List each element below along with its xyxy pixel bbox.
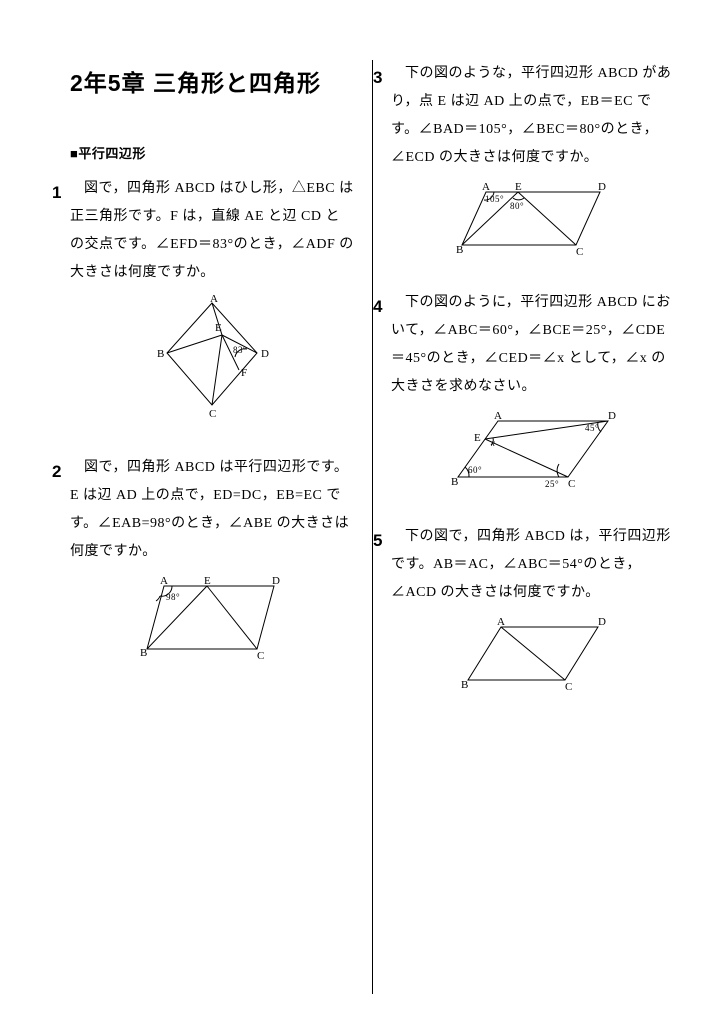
- label-A: A: [494, 410, 502, 422]
- page-title: 2年5章 三角形と四角形: [70, 60, 354, 106]
- problem-number: 2: [52, 455, 62, 489]
- angle-98: 98°: [166, 592, 180, 602]
- figure-3: A B C D E 105° 80°: [391, 180, 675, 271]
- label-E: E: [215, 322, 222, 334]
- label-B: B: [140, 647, 148, 659]
- label-A: A: [160, 575, 168, 587]
- figure-5: A B C D: [391, 615, 675, 706]
- label-C: C: [576, 246, 584, 258]
- angle-83: 83°: [233, 345, 247, 355]
- angle-60: 60°: [468, 465, 482, 475]
- label-D: D: [598, 181, 606, 193]
- angle-25: 25°: [545, 479, 559, 489]
- problem-text: 図で，四角形 ABCD はひし形，△EBC は正三角形です。F は，直線 AE …: [70, 175, 354, 287]
- label-C: C: [568, 478, 576, 490]
- label-C: C: [257, 650, 265, 662]
- problem-4: 4 下の図のように，平行四辺形 ABCD において，∠ABC＝60°，∠BCE＝…: [391, 289, 675, 505]
- problem-text: 下の図で，四角形 ABCD は，平行四辺形です。AB＝AC，∠ABC＝54°のと…: [391, 523, 675, 607]
- figure-1: A B C D E F 83°: [70, 295, 354, 436]
- label-B: B: [456, 244, 464, 256]
- problem-text: 下の図のように，平行四辺形 ABCD において，∠ABC＝60°，∠BCE＝25…: [391, 289, 675, 401]
- problem-1: 1 図で，四角形 ABCD はひし形，△EBC は正三角形です。F は，直線 A…: [70, 175, 354, 436]
- label-E: E: [474, 432, 481, 444]
- angle-80: 80°: [510, 201, 524, 211]
- label-B: B: [461, 679, 469, 691]
- problem-number: 3: [373, 61, 383, 95]
- problem-number: 5: [373, 524, 383, 558]
- problem-number: 1: [52, 176, 62, 210]
- label-D: D: [608, 410, 616, 422]
- label-D: D: [261, 348, 269, 360]
- label-D: D: [598, 616, 606, 628]
- problem-5: 5 下の図で，四角形 ABCD は，平行四辺形です。AB＝AC，∠ABC＝54°…: [391, 523, 675, 706]
- label-x: x: [490, 438, 496, 448]
- label-E: E: [204, 575, 211, 587]
- label-A: A: [482, 181, 490, 193]
- problem-3: 3 下の図のような，平行四辺形 ABCD があり，点 E は辺 AD 上の点で，…: [391, 60, 675, 271]
- label-E: E: [515, 181, 522, 193]
- problem-text: 図で，四角形 ABCD は平行四辺形です。E は辺 AD 上の点で，ED=DC，…: [70, 454, 354, 566]
- angle-105: 105°: [485, 194, 504, 204]
- label-A: A: [210, 295, 218, 305]
- figure-2: A B C D E 98°: [70, 574, 354, 675]
- section-header: ■平行四辺形: [70, 141, 354, 167]
- problem-2: 2 図で，四角形 ABCD は平行四辺形です。E は辺 AD 上の点で，ED=D…: [70, 454, 354, 675]
- label-C: C: [209, 408, 217, 420]
- label-F: F: [241, 367, 248, 379]
- angle-45: 45°: [585, 423, 599, 433]
- figure-4: A B C D E x 60° 25° 45°: [391, 409, 675, 505]
- problem-text: 下の図のような，平行四辺形 ABCD があり，点 E は辺 AD 上の点で，EB…: [391, 60, 675, 172]
- label-B: B: [157, 348, 165, 360]
- label-B: B: [451, 476, 459, 488]
- label-C: C: [565, 681, 573, 693]
- label-A: A: [497, 616, 505, 628]
- label-D: D: [272, 575, 280, 587]
- problem-number: 4: [373, 290, 383, 324]
